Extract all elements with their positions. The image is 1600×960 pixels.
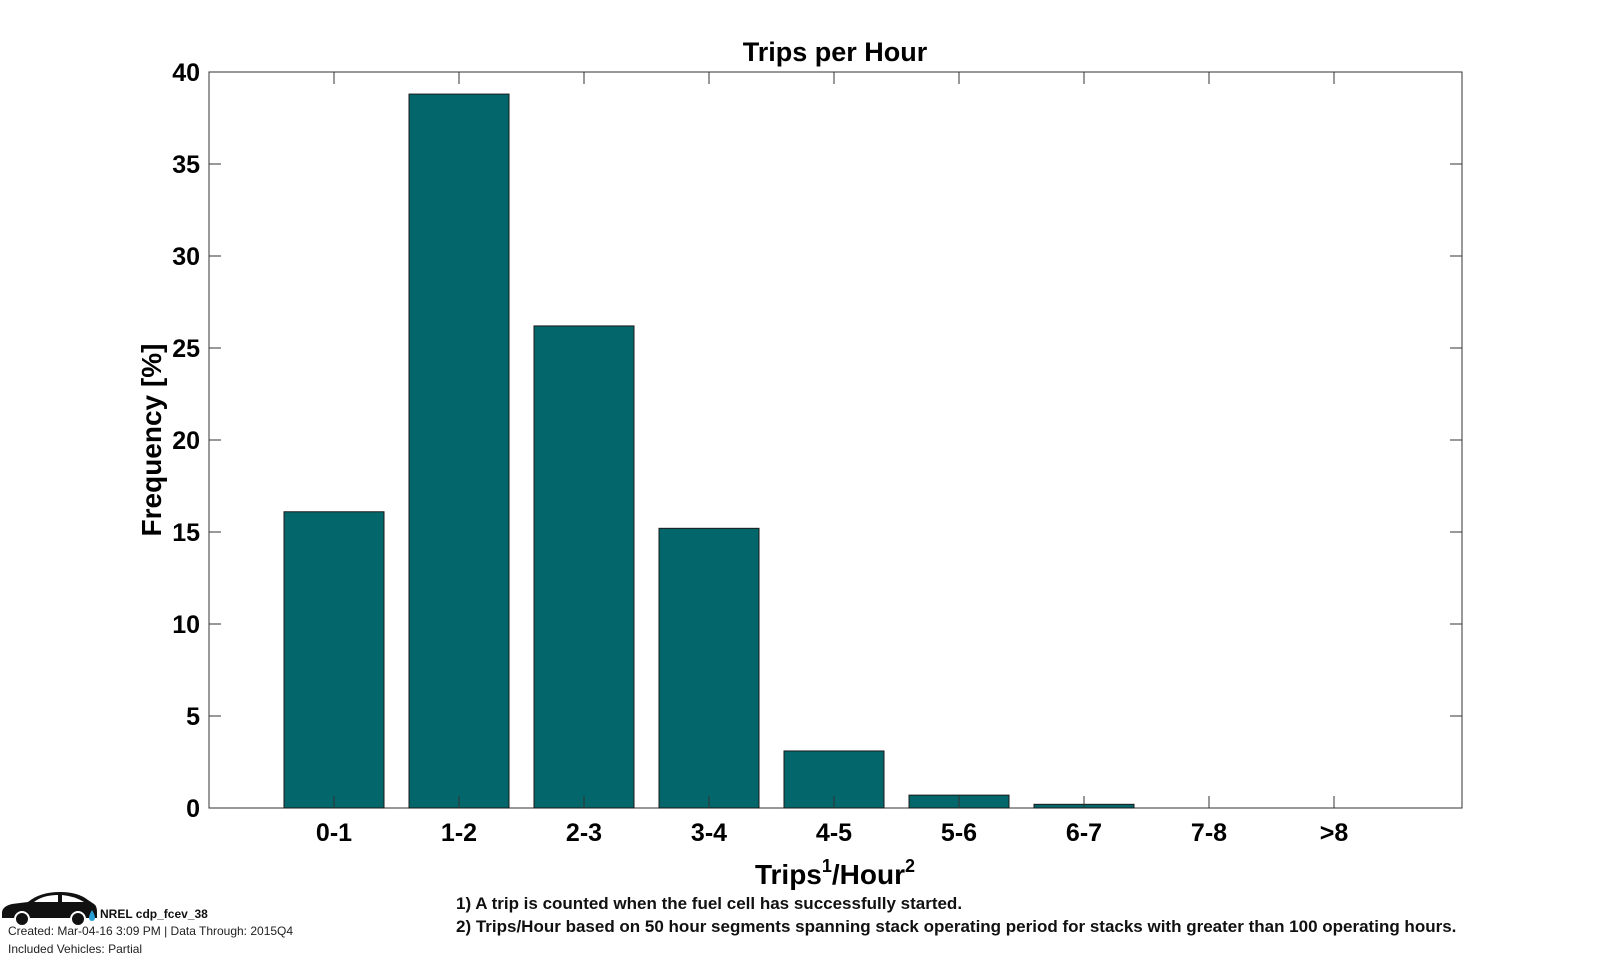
y-tick-label-35: 35 bbox=[172, 151, 200, 179]
y-tick-label-20: 20 bbox=[172, 427, 200, 455]
x-tick-label-3-4: 3-4 bbox=[691, 819, 727, 847]
x-axis-label: Trips1/Hour2 bbox=[755, 856, 915, 890]
y-tick-label-10: 10 bbox=[172, 611, 200, 639]
car-icon bbox=[2, 892, 97, 927]
x-tick-label-7-8: 7-8 bbox=[1191, 819, 1227, 847]
chart-title: Trips per Hour bbox=[743, 37, 928, 67]
bar-3-4 bbox=[658, 527, 760, 809]
x-tick-label-6-7: 6-7 bbox=[1066, 819, 1102, 847]
x-tick-label-5-6: 5-6 bbox=[941, 819, 977, 847]
footnote-2: 2) Trips/Hour based on 50 hour segments … bbox=[456, 917, 1457, 936]
y-tick-label-5: 5 bbox=[186, 703, 200, 731]
dataset-id: NREL cdp_fcev_38 bbox=[100, 907, 208, 921]
x-axis-label-main: Trips bbox=[755, 859, 822, 890]
plot-area bbox=[208, 71, 1463, 809]
bar-2-3 bbox=[533, 325, 635, 809]
x-tick-label-0-1: 0-1 bbox=[316, 819, 352, 847]
x-tick-label->8: >8 bbox=[1320, 819, 1349, 847]
x-axis-label-sup1: 1 bbox=[822, 856, 832, 876]
bar-0-1 bbox=[283, 511, 385, 809]
x-axis-label-mid: /Hour bbox=[832, 859, 905, 890]
bar-1-2 bbox=[408, 93, 510, 809]
x-tick-label-4-5: 4-5 bbox=[816, 819, 852, 847]
created-line: Created: Mar-04-16 3:09 PM | Data Throug… bbox=[8, 924, 294, 938]
y-tick-label-15: 15 bbox=[172, 519, 200, 547]
x-tick-label-1-2: 1-2 bbox=[441, 819, 477, 847]
y-tick-label-25: 25 bbox=[172, 335, 200, 363]
y-tick-label-40: 40 bbox=[172, 59, 200, 87]
included-vehicles: Included Vehicles: Partial bbox=[8, 942, 143, 956]
x-tick-label-2-3: 2-3 bbox=[566, 819, 602, 847]
y-axis-label: Frequency [%] bbox=[136, 344, 167, 537]
footnote-1: 1) A trip is counted when the fuel cell … bbox=[456, 894, 963, 913]
y-tick-label-30: 30 bbox=[172, 243, 200, 271]
drop-icon bbox=[89, 910, 95, 921]
y-tick-label-0: 0 bbox=[186, 795, 200, 823]
x-axis-label-sup2: 2 bbox=[905, 856, 915, 876]
